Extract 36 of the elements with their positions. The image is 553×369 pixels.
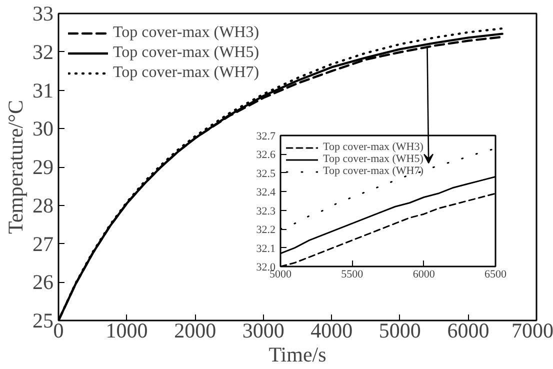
y-axis-title: Temperature/°C [4,100,28,234]
legend-label: Top cover-max (WH5) [323,153,424,165]
legend-label: Top cover-max (WH7) [323,165,424,177]
y-tick-label: 33 [32,2,54,26]
x-tick-label: 6000 [447,318,490,342]
legend-label: Top cover-max (WH3) [113,23,260,43]
x-tick-label: 1000 [106,318,148,342]
legend-label: Top cover-max (WH7) [113,63,260,83]
x-tick-label: 0 [53,318,64,342]
y-tick-label: 26 [32,270,54,294]
y-tick-label: 32.5 [256,168,276,180]
y-tick-label: 27 [32,232,54,256]
x-axis-title: Time/s [268,342,326,366]
y-tick-label: 30 [32,116,54,141]
x-tick-label: 4000 [310,318,353,342]
y-tick-label: 32.3 [256,205,276,218]
x-tick-label: 6500 [484,268,507,280]
y-tick-label: 32.4 [256,186,276,199]
x-tick-label: 2000 [174,318,216,342]
y-tick-label: 32 [32,40,54,64]
y-tick-label: 29 [32,155,54,179]
x-tick-label: 3000 [242,318,284,342]
y-tick-label: 31 [32,78,54,102]
x-tick-label: 6000 [412,268,436,280]
y-tick-label: 32.6 [256,149,276,162]
y-tick-label: 25 [32,308,54,332]
x-tick-label: 5500 [341,268,364,280]
legend-label: Top cover-max (WH3) [323,141,424,153]
y-tick-label: 28 [32,193,54,218]
x-tick-label: 5000 [270,268,292,280]
y-tick-label: 32.1 [256,242,276,255]
legend-label: Top cover-max (WH5) [113,43,260,63]
y-tick-label: 32.7 [256,130,276,142]
y-tick-label: 32.2 [256,224,276,236]
x-tick-label: 5000 [378,318,421,342]
x-tick-label: 7000 [512,318,553,342]
